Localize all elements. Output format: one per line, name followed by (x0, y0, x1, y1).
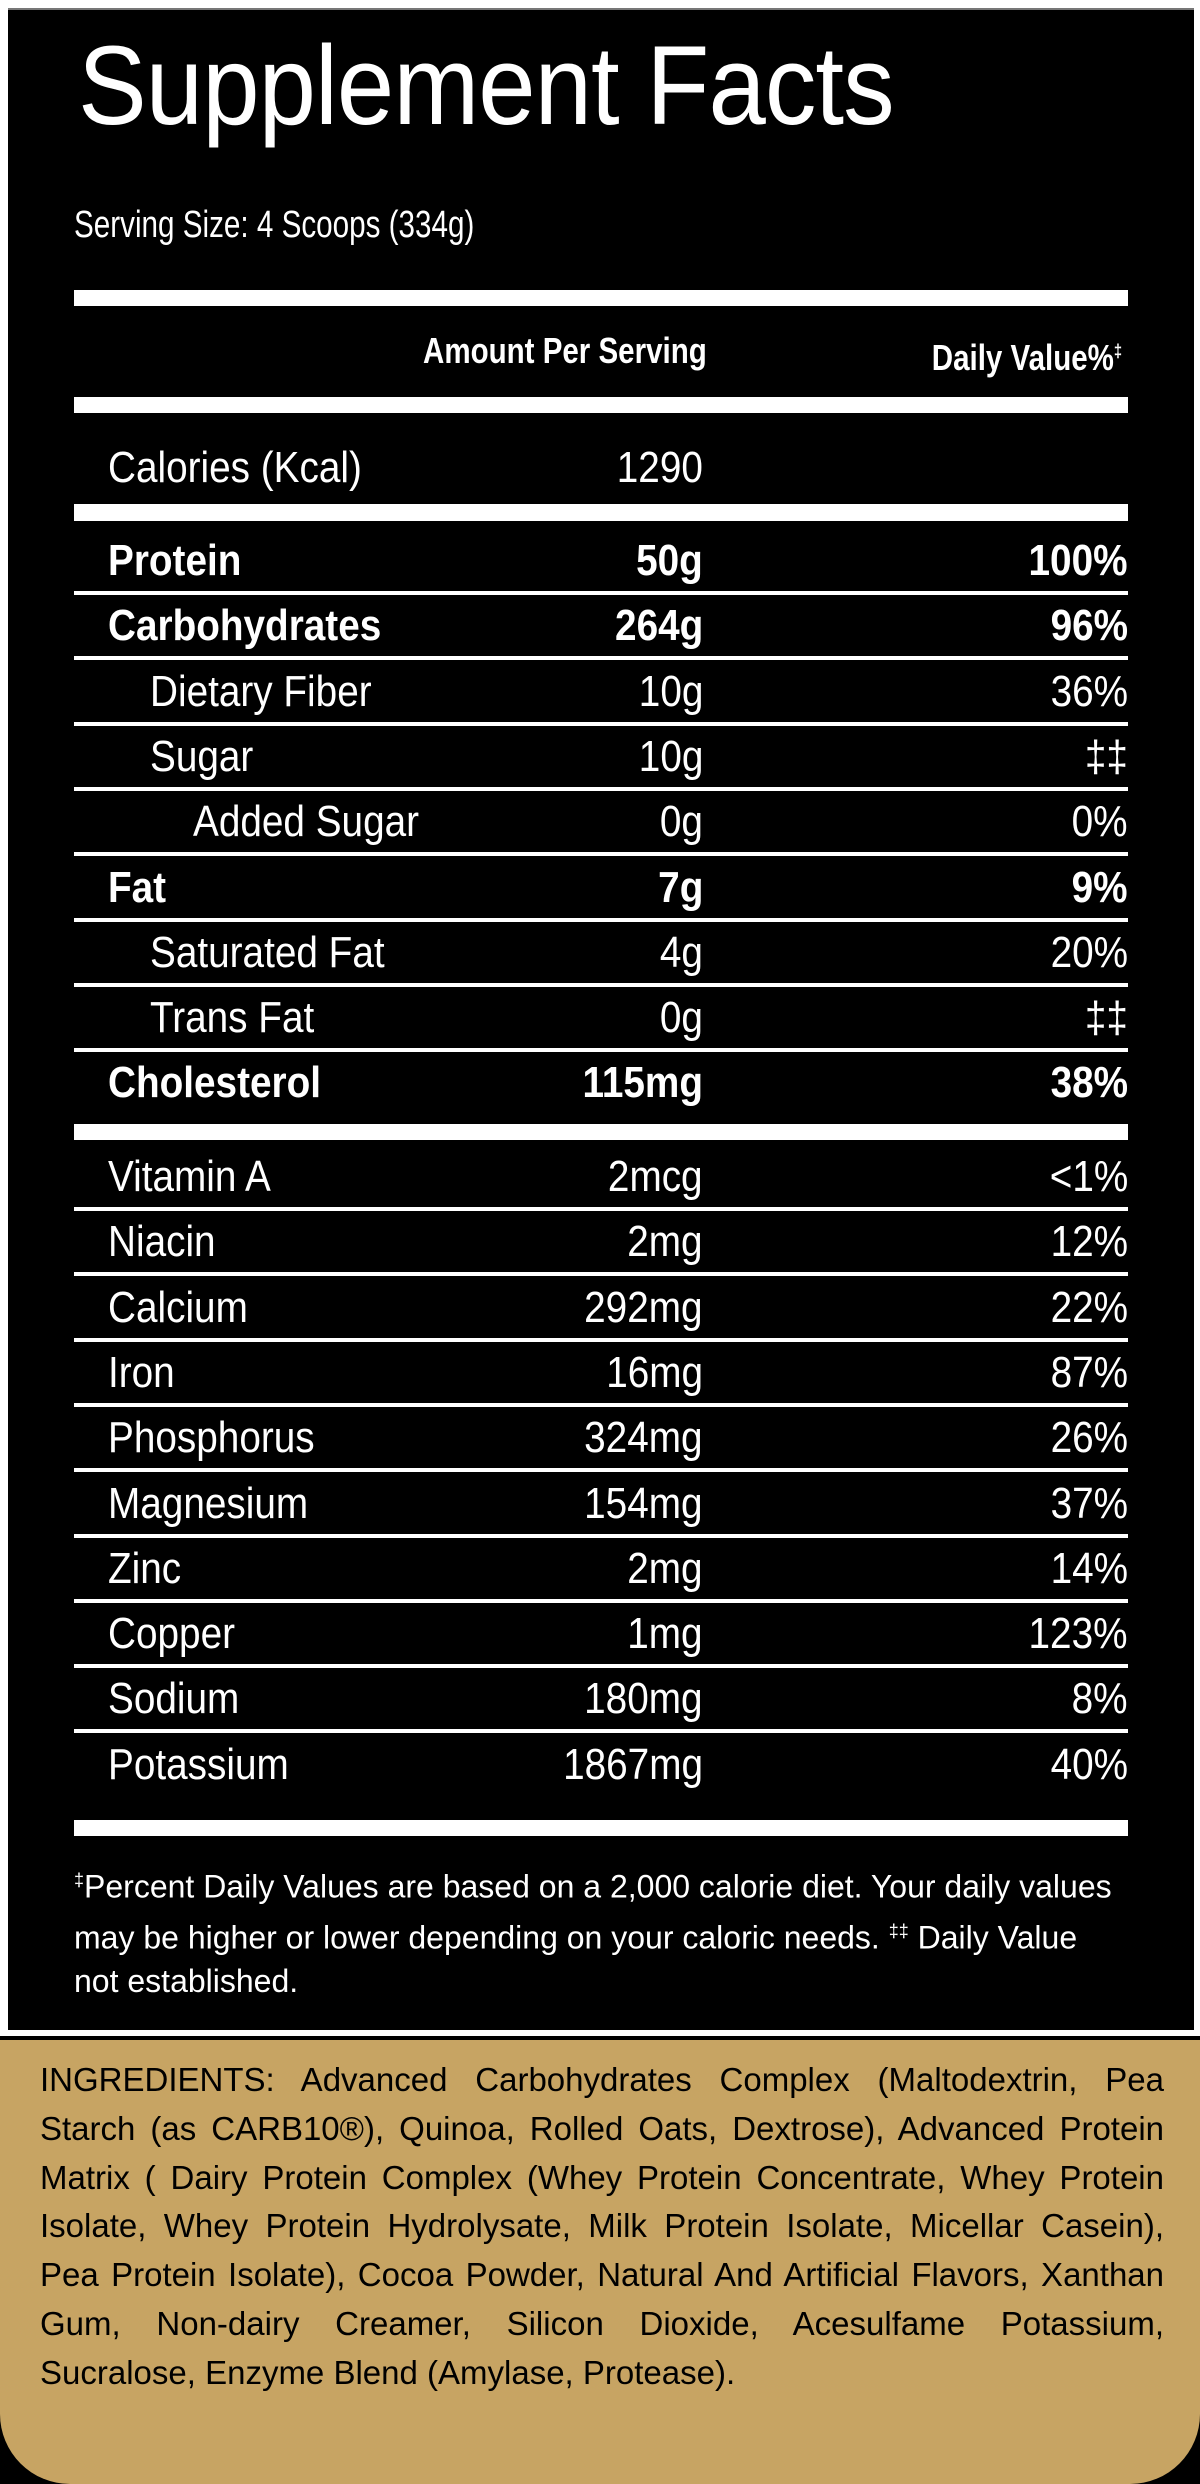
nutrient-daily-value: 100% (1028, 536, 1128, 585)
nutrient-label: Cholesterol (108, 1058, 322, 1108)
nutrient-row: Trans Fat 0g ‡‡ (74, 987, 1128, 1053)
footnote-mark-2: ‡‡ (888, 1920, 909, 1941)
nutrient-row: Sugar 10g ‡‡ (74, 726, 1128, 791)
nutrient-label: Trans Fat (150, 993, 315, 1043)
nutrient-amount: 2mg (627, 1217, 703, 1267)
mineral-row: Magnesium 154mg 37% (74, 1473, 1128, 1538)
nutrient-daily-value: <1% (1049, 1152, 1128, 1201)
nutrient-amount: 2mg (627, 1543, 703, 1593)
nutrient-daily-value: 8% (1072, 1674, 1128, 1724)
nutrient-label: Saturated Fat (150, 927, 385, 977)
nutrient-amount: 115mg (582, 1058, 703, 1108)
nutrient-label: Iron (108, 1347, 175, 1397)
nutrient-label: Vitamin A (108, 1152, 271, 1201)
nutrient-amount: 1mg (627, 1609, 703, 1659)
footnote-text-2: Daily Value not established. (74, 1919, 1078, 2000)
nutrient-daily-value: 36% (1050, 666, 1128, 716)
nutrient-row: Dietary Fiber 10g 36% (74, 661, 1128, 726)
nutrient-daily-value: ‡‡ (1084, 731, 1128, 781)
header-daily-value: Daily Value%‡ (932, 330, 1122, 379)
nutrient-row: Saturated Fat 4g 20% (74, 922, 1128, 987)
mineral-row: Copper 1mg 123% (74, 1603, 1128, 1669)
thick-divider (74, 290, 1128, 306)
ingredients-text: INGREDIENTS: Advanced Carbohydrates Comp… (40, 2061, 1164, 2391)
label-title: Supplement Facts (78, 23, 895, 148)
nutrient-amount: 180mg (584, 1674, 703, 1724)
nutrient-row: Carbohydrates 264g 96% (74, 595, 1128, 661)
nutrient-daily-value: 9% (1072, 862, 1128, 912)
nutrient-label: Niacin (108, 1217, 216, 1267)
thick-divider (74, 397, 1128, 413)
calories-row: Calories (Kcal) 1290 (74, 437, 1128, 502)
nutrient-amount: 154mg (584, 1478, 703, 1528)
nutrient-amount: 10g (638, 666, 703, 716)
nutrient-amount: 7g (657, 862, 703, 912)
nutrient-label: Sugar (150, 731, 254, 781)
calories-amount: 1290 (616, 443, 703, 492)
nutrient-amount: 292mg (584, 1282, 703, 1332)
double-dagger-mark: ‡ (1113, 341, 1122, 361)
mineral-row: Sodium 180mg 8% (74, 1668, 1128, 1734)
nutrient-daily-value: 96% (1050, 601, 1128, 651)
nutrient-label: Protein (108, 536, 242, 585)
mineral-row: Potassium 1867mg 40% (74, 1734, 1128, 1799)
nutrient-label: Potassium (108, 1739, 289, 1789)
nutrient-amount: 10g (638, 731, 703, 781)
nutrient-daily-value: 14% (1050, 1543, 1128, 1593)
nutrient-daily-value: 26% (1050, 1413, 1128, 1463)
nutrient-daily-value: 22% (1050, 1282, 1128, 1332)
nutrient-label: Added Sugar (193, 797, 420, 847)
mineral-row: Iron 16mg 87% (74, 1342, 1128, 1407)
nutrient-amount: 4g (659, 927, 703, 977)
nutrient-daily-value: 40% (1050, 1739, 1128, 1789)
nutrient-label: Phosphorus (108, 1413, 315, 1463)
nutrient-row: Added Sugar 0g 0% (74, 791, 1128, 857)
nutrient-amount: 1867mg (563, 1739, 703, 1789)
nutrient-daily-value: 0% (1072, 797, 1128, 847)
calories-label: Calories (Kcal) (108, 443, 362, 492)
ingredients-panel (0, 2040, 1200, 2484)
mineral-row: Calcium 292mg 22% (74, 1277, 1128, 1342)
nutrient-daily-value: 123% (1028, 1609, 1128, 1659)
nutrient-daily-value: 12% (1050, 1217, 1128, 1267)
nutrient-daily-value: 37% (1050, 1478, 1128, 1528)
nutrient-label: Magnesium (108, 1478, 309, 1528)
nutrient-daily-value: ‡‡ (1084, 993, 1128, 1043)
header-amount-per-serving: Amount Per Serving (423, 330, 707, 371)
nutrient-amount: 0g (659, 993, 703, 1043)
nutrient-amount: 2mcg (608, 1152, 703, 1201)
nutrient-amount: 0g (659, 797, 703, 847)
nutrient-amount: 50g (636, 536, 703, 585)
nutrient-row: Protein 50g 100% (74, 530, 1128, 595)
mineral-row: Phosphorus 324mg 26% (74, 1407, 1128, 1473)
nutrient-daily-value: 20% (1050, 927, 1128, 977)
nutrient-label: Zinc (108, 1543, 182, 1593)
thick-divider (74, 1124, 1128, 1140)
nutrient-label: Copper (108, 1609, 235, 1659)
nutrient-daily-value: 38% (1050, 1058, 1128, 1108)
nutrient-row: Cholesterol 115mg 38% (74, 1052, 1128, 1117)
nutrient-row: Fat 7g 9% (74, 857, 1128, 922)
nutrient-label: Carbohydrates (108, 601, 382, 651)
thick-divider (74, 1820, 1128, 1836)
footnote-text: Percent Daily Values are based on a 2,00… (74, 1868, 1112, 1956)
nutrient-daily-value: 87% (1050, 1347, 1128, 1397)
thick-divider (74, 504, 1128, 521)
serving-size: Serving Size: 4 Scoops (334g) (74, 204, 475, 246)
mineral-row: Zinc 2mg 14% (74, 1538, 1128, 1603)
header-daily-value-text: Daily Value% (931, 337, 1114, 378)
mineral-row: Vitamin A 2mcg <1% (74, 1146, 1128, 1211)
nutrient-label: Dietary Fiber (150, 666, 372, 716)
nutrient-label: Fat (108, 862, 167, 912)
nutrient-amount: 16mg (606, 1347, 703, 1397)
nutrient-label: Sodium (108, 1674, 240, 1724)
supplement-facts-panel (8, 8, 1194, 2030)
footnote-mark: ‡ (74, 1870, 85, 1890)
footnote: ‡Percent Daily Values are based on a 2,0… (74, 1858, 1128, 2003)
mineral-row: Niacin 2mg 12% (74, 1211, 1128, 1277)
nutrient-label: Calcium (108, 1282, 248, 1332)
nutrient-amount: 324mg (584, 1413, 703, 1463)
nutrient-amount: 264g (614, 601, 703, 651)
